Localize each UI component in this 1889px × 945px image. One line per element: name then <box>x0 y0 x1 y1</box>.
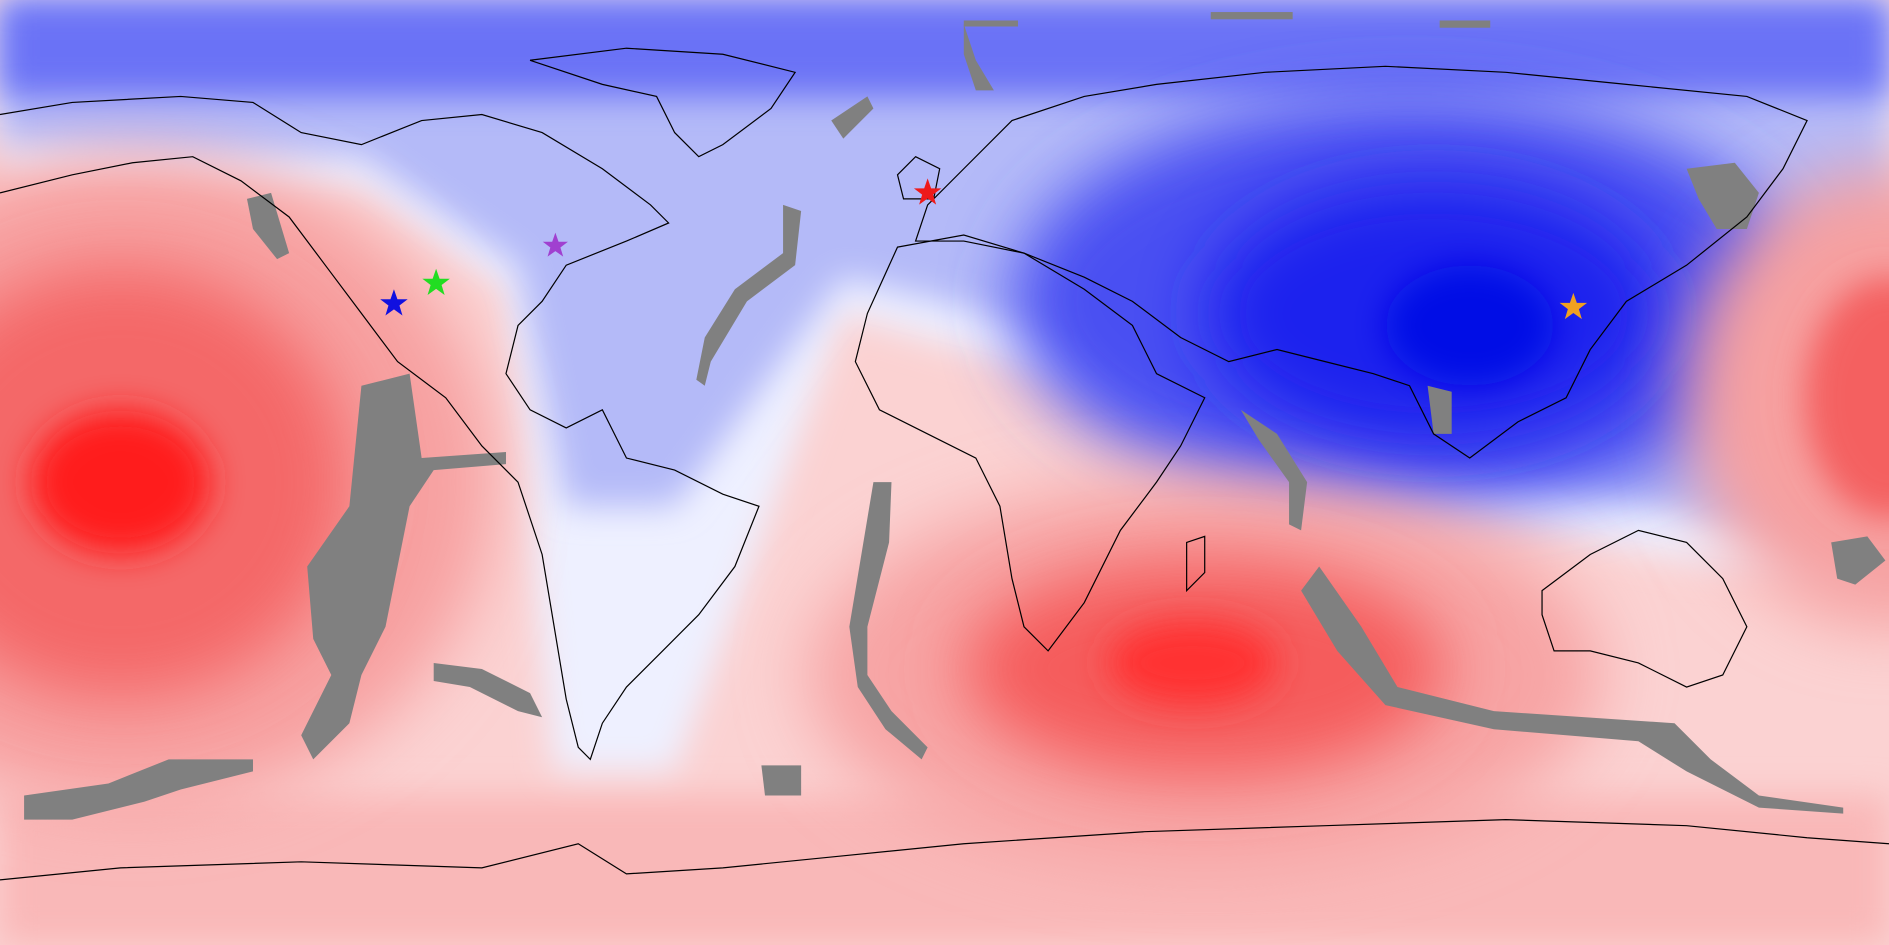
pacific-high-core <box>30 409 211 555</box>
australia <box>1541 529 1748 688</box>
gray-patch <box>1686 162 1759 230</box>
missing-data <box>24 12 1886 820</box>
east-pacific-high <box>1684 168 1889 627</box>
eurasia <box>914 65 1808 459</box>
gray-patch <box>696 204 802 386</box>
britain <box>896 155 941 200</box>
gray-patch <box>433 662 543 718</box>
africa <box>854 234 1206 652</box>
madagascar <box>1186 535 1206 593</box>
gray-patch <box>1831 536 1886 585</box>
gray-patch <box>831 96 874 139</box>
gray-patch <box>24 759 253 820</box>
gray-patch <box>1210 12 1293 20</box>
greenland <box>529 47 797 158</box>
polar-blue <box>0 0 1889 97</box>
indian-high-core <box>1108 620 1278 706</box>
gray-patch <box>1427 385 1452 434</box>
coastlines <box>0 47 1889 881</box>
antarctica <box>0 819 1889 881</box>
gray-patch <box>963 24 994 91</box>
gray-patch <box>963 20 1018 27</box>
gray-patch <box>1439 20 1491 28</box>
gray-patch <box>761 765 802 796</box>
gray-patch <box>849 482 928 760</box>
asia-center <box>1385 265 1555 386</box>
gray-patch <box>1301 566 1844 814</box>
americas <box>0 95 760 761</box>
gray-patch <box>1240 409 1308 531</box>
gray-patch <box>301 373 506 760</box>
gray-patch <box>246 192 290 260</box>
east-pacific-core <box>1804 277 1889 519</box>
